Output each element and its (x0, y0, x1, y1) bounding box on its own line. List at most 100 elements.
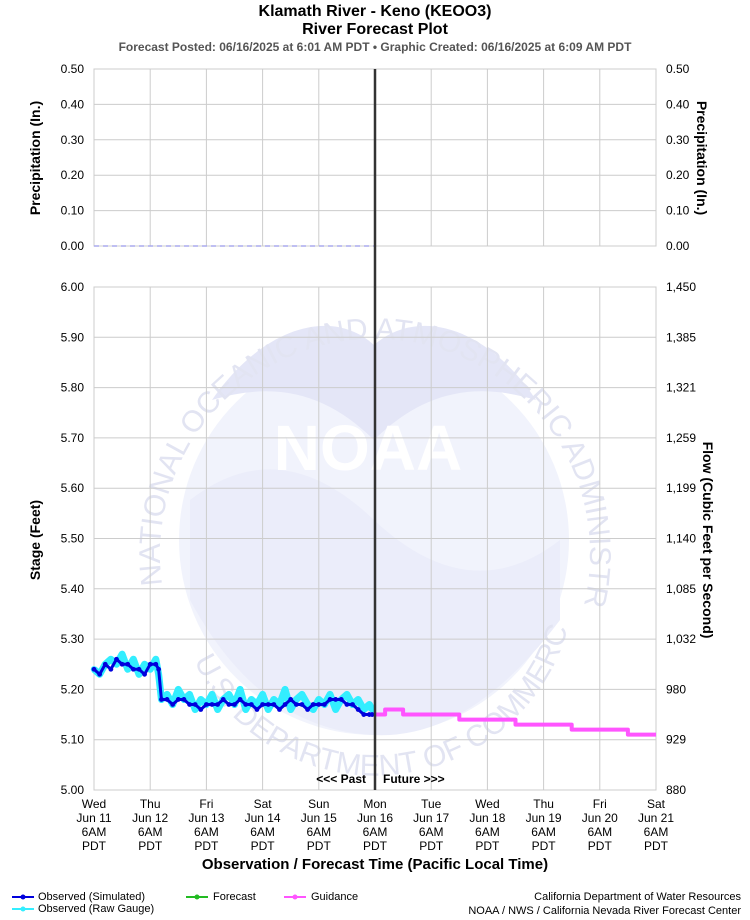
observed-raw-gauge-point (326, 691, 334, 698)
observed-simulated-point (265, 702, 271, 707)
precip-left-tick: 0.40 (61, 97, 85, 111)
time-tick-label: Sun Jun 15 6AM PDT (301, 797, 337, 853)
forecast-timestamp: Forecast Posted: 06/16/2025 at 6:01 AM P… (118, 40, 632, 54)
observed-raw-gauge-point (208, 691, 216, 698)
legend-forecast-marker (194, 894, 200, 900)
stage-tick: 5.40 (61, 582, 85, 596)
observed-simulated-point (237, 697, 243, 702)
observed-simulated-point (260, 702, 265, 707)
observed-simulated-point (369, 712, 375, 717)
observed-simulated-point (170, 702, 176, 707)
observed-raw-gauge-point (366, 701, 373, 708)
observed-simulated-point (209, 702, 215, 707)
legend-observed-raw-marker (20, 906, 26, 912)
observed-simulated-point (305, 707, 310, 712)
credit-noaa: NOAA / NWS / California Nevada River For… (468, 905, 741, 917)
observed-simulated-point (187, 702, 192, 707)
observed-simulated-point (153, 661, 159, 667)
flow-axis-label: Flow (Cubic Feet per Second) (700, 442, 716, 639)
precip-left-tick: 0.20 (61, 168, 85, 182)
flow-tick: 1,032 (666, 632, 696, 646)
observed-simulated-point (108, 666, 114, 672)
observed-simulated-point (333, 697, 339, 702)
flow-tick: 1,385 (666, 330, 696, 344)
time-tick-label: Fri Jun 13 6AM PDT (188, 797, 224, 853)
precip-right-tick: 0.20 (666, 168, 690, 182)
observed-raw-gauge-point (298, 691, 306, 698)
observed-raw-gauge-point (332, 706, 339, 713)
observed-raw-gauge-point (343, 691, 351, 698)
x-axis-label: Observation / Forecast Time (Pacific Loc… (201, 856, 549, 873)
precipitation-panel: 0.00 0.00 0.10 0.10 0.20 0.20 0.30 0.30 0.40 0.40… (27, 62, 710, 253)
observed-simulated-point (338, 697, 344, 702)
stage-tick: 5.60 (61, 481, 85, 495)
precip-left-tick: 0.30 (61, 133, 85, 147)
flow-tick: 1,450 (666, 280, 696, 294)
observed-simulated-point (125, 661, 131, 667)
flow-tick: 1,321 (666, 381, 696, 395)
guidance-line (375, 707, 656, 737)
legend-forecast: Forecast (213, 891, 256, 903)
time-tick-label: Wed Jun 11 6AM PDT (76, 797, 111, 853)
observed-simulated-point (248, 702, 254, 707)
observed-raw-gauge-point (152, 656, 160, 663)
observed-raw-gauge-point (107, 656, 115, 663)
observed-simulated-point (164, 697, 170, 702)
observed-simulated-point (156, 666, 162, 672)
observed-simulated-point (361, 712, 367, 717)
time-tick-label: Sat Jun 21 6AM PDT (638, 797, 674, 853)
observed-raw-gauge-point (141, 661, 148, 668)
time-tick-label: Sat Jun 14 6AM PDT (245, 797, 281, 853)
observed-simulated-point (344, 702, 350, 707)
observed-simulated-point (159, 697, 164, 702)
precip-right-tick: 0.00 (666, 239, 690, 253)
observed-simulated-point (254, 707, 260, 712)
observed-raw-gauge-point (281, 686, 289, 693)
stage-tick: 5.30 (61, 632, 85, 646)
stage-tick: 5.80 (61, 381, 85, 395)
observed-raw-gauge-point (248, 696, 255, 703)
observed-simulated-line (92, 657, 373, 717)
precip-right-tick: 0.40 (666, 97, 690, 111)
observed-simulated-point (322, 702, 327, 707)
precip-left-tick: 0.10 (61, 204, 85, 218)
flow-tick: 1,140 (666, 532, 696, 546)
stage-tick: 5.90 (61, 330, 85, 344)
observed-raw-gauge-point (265, 706, 272, 713)
precip-left-tick: 0.00 (61, 239, 85, 253)
observed-raw-gauge-point (236, 686, 244, 693)
observed-raw-gauge-point (197, 696, 204, 703)
precip-left-tick: 0.50 (61, 62, 85, 76)
observed-simulated-point (327, 697, 333, 702)
watermark-logo-text: NOAA (274, 412, 462, 484)
observed-raw-gauge-point (242, 706, 249, 713)
observed-raw-gauge-point (130, 656, 137, 663)
observed-simulated-point (119, 661, 125, 667)
observed-simulated-point (91, 666, 97, 672)
past-label: <<< Past (316, 772, 366, 786)
observed-simulated-point (97, 671, 103, 677)
chart-subtitle: River Forecast Plot (302, 21, 448, 38)
observed-simulated-point (232, 702, 237, 707)
flow-tick: 1,199 (666, 481, 696, 495)
time-tick-label: Mon Jun 16 6AM PDT (357, 797, 393, 853)
legend-markers (12, 894, 306, 912)
observed-simulated-point (220, 697, 226, 702)
observed-raw-gauge-point (287, 706, 294, 713)
time-axis-tick-labels: Wed Jun 11 6AM PDT Thu Jun 12 6AM PDT Fri Jun 13 6… (76, 797, 674, 853)
legend-guidance-marker (292, 894, 298, 900)
observed-simulated-point (175, 697, 181, 702)
stage-tick: 5.10 (61, 733, 85, 747)
observed-raw-gauge-point (163, 691, 171, 698)
observed-simulated-point (243, 702, 249, 707)
observed-simulated-point (114, 656, 119, 662)
observed-raw-gauge-point (315, 696, 322, 703)
noaa-watermark-logo: NOAA NATIONAL OCEANIC AND ATMOSPHERIC AD… (0, 0, 616, 783)
observed-simulated-point (310, 702, 316, 707)
precip-right-tick: 0.10 (666, 204, 690, 218)
observed-simulated-point (192, 702, 198, 707)
observed-raw-gauge-point (354, 696, 362, 703)
observed-raw-gauge-point (259, 691, 266, 698)
observed-simulated-point (299, 702, 305, 707)
